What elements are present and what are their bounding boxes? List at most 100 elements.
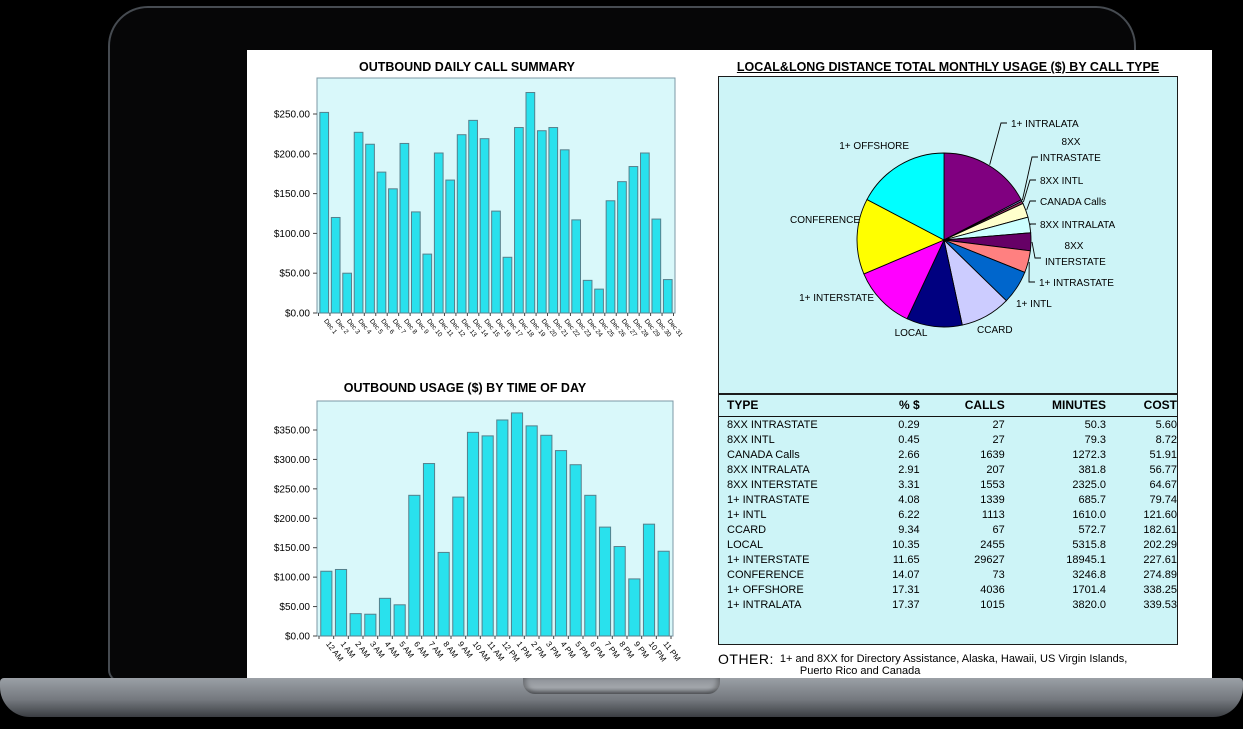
laptop-screen-bezel: OUTBOUND DAILY CALL SUMMARY $0.00 $50.00 $1… — [108, 6, 1212, 682]
bar — [456, 134, 467, 314]
y-axis-tick-label: $250.00 — [274, 484, 311, 495]
bar — [662, 279, 673, 314]
bar — [525, 92, 536, 314]
table-cell: 3246.8 — [1072, 568, 1107, 581]
y-axis-tick-label: $100.00 — [274, 229, 311, 240]
x-axis-tick-label: 2 PM — [529, 640, 548, 661]
table-cell: 2455 — [980, 538, 1005, 551]
table-cell: 17.31 — [892, 583, 920, 596]
bar — [422, 463, 436, 637]
y-axis-tick-label: $150.00 — [274, 189, 311, 200]
table-cell: CCARD — [727, 523, 767, 536]
bar — [408, 494, 421, 637]
bar — [491, 210, 501, 314]
table-row: 1+ INTRASTATE 4.08 1339 685.7 79.74 — [719, 492, 1177, 507]
table-cell: 27 — [992, 433, 1005, 446]
pie-label-leader-line — [1026, 200, 1036, 211]
table-cell: 18945.1 — [1066, 553, 1107, 566]
bar — [594, 288, 604, 314]
pie-slice-label: CANADA Calls — [1040, 197, 1106, 208]
y-axis-tick-label: $350.00 — [274, 425, 311, 436]
table-cell: 3.31 — [898, 478, 920, 491]
pie-slice-label: 1+ INTL — [1016, 299, 1052, 310]
x-axis-tick-label: 8 AM — [441, 640, 460, 660]
bar — [466, 431, 480, 637]
pie-slice — [863, 239, 945, 320]
table-cell: 1+ INTRASTATE — [727, 493, 810, 506]
bar — [378, 597, 392, 637]
table-cell: 2325.0 — [1072, 478, 1107, 491]
table-row: 8XX INTRASTATE 0.29 27 50.3 5.60 — [719, 417, 1177, 433]
table-row: 1+ INTL 6.22 1113 1610.0 121.60 — [719, 507, 1177, 522]
y-axis-tick-label: $50.00 — [279, 602, 310, 613]
table-cell: 4.08 — [898, 493, 920, 506]
laptop-base — [0, 678, 1243, 717]
table-row: LOCAL 10.35 2455 5315.8 202.29 — [719, 537, 1177, 552]
table-header-cell: MINUTES — [1004, 395, 1107, 417]
pie-label-leader-line — [1021, 156, 1038, 201]
table-cell: 1701.4 — [1072, 583, 1107, 596]
bar — [330, 216, 341, 314]
table-cell: 274.89 — [1143, 568, 1177, 581]
pie-slice-label: CONFERENCE — [790, 215, 860, 226]
bar — [510, 412, 524, 637]
table-row: 1+ INTRALATA 17.37 1015 3820.0 339.53 — [719, 597, 1177, 612]
bar — [393, 604, 406, 637]
bar — [617, 181, 627, 314]
dashboard-screen: OUTBOUND DAILY CALL SUMMARY $0.00 $50.00 $1… — [247, 50, 1212, 678]
pie-slice-label: CCARD — [977, 325, 1013, 336]
x-axis-tick-label: 7 AM — [427, 640, 446, 660]
x-axis-tick-label: 9 AM — [456, 640, 475, 660]
table-cell: 1553 — [980, 478, 1005, 491]
bar — [628, 166, 639, 314]
y-axis-tick-label: $0.00 — [285, 632, 310, 643]
table-cell: 1639 — [980, 448, 1005, 461]
table-cell: 1+ OFFSHORE — [727, 583, 804, 596]
laptop-lid-notch — [523, 678, 720, 694]
table-cell: 8XX INTRALATA — [727, 463, 810, 476]
table-cell: 5.60 — [1155, 418, 1177, 431]
table-cell: 1+ INTERSTATE — [727, 553, 810, 566]
pie-slice-label: 8XX — [1062, 137, 1081, 148]
table-cell: 338.25 — [1143, 583, 1177, 596]
bar — [514, 127, 524, 314]
table-row: 8XX INTERSTATE 3.31 1553 2325.0 64.67 — [719, 477, 1177, 492]
pie-slice-label: LOCAL — [895, 328, 928, 339]
table-header-cell: TYPE — [719, 395, 867, 417]
table-cell: 8XX INTL — [727, 433, 775, 446]
table-cell: 2.91 — [898, 463, 920, 476]
y-axis-tick-label: $0.00 — [285, 309, 310, 320]
table-cell: 685.7 — [1078, 493, 1107, 506]
table-cell: 64.67 — [1149, 478, 1177, 491]
table-cell: 1+ INTRALATA — [727, 598, 802, 611]
table-cell: 6.22 — [898, 508, 920, 521]
x-axis-tick-label: 4 PM — [559, 640, 578, 661]
x-axis-tick-label: 5 PM — [573, 640, 592, 661]
table-cell: 1+ INTL — [727, 508, 767, 521]
table-cell: 2.66 — [898, 448, 920, 461]
table-row: 1+ OFFSHORE 17.31 4036 1701.4 338.25 — [719, 582, 1177, 597]
pie-slice-label: INTRASTATE — [1040, 153, 1101, 164]
table-cell: 8.72 — [1155, 433, 1177, 446]
bar — [479, 138, 490, 314]
call-type-pie-chart: 1+ INTRALATA 8XX INTRASTATE 8XX INTL CANADA … — [790, 119, 1116, 339]
table-cell: 11.65 — [892, 553, 920, 566]
x-axis-tick-label: 8 PM — [617, 640, 636, 661]
other-note: OTHER: 1+ and 8XX for Directory Assistan… — [718, 651, 1198, 677]
table-cell: CONFERENCE — [727, 568, 805, 581]
bar — [376, 171, 387, 314]
bar — [525, 425, 538, 637]
bar — [364, 613, 377, 637]
y-axis-tick-label: $250.00 — [274, 110, 311, 121]
bar — [422, 253, 433, 314]
bar — [445, 179, 456, 314]
table-cell: 5315.8 — [1072, 538, 1107, 551]
pie-slice — [943, 152, 1022, 241]
pie-slice-label: 8XX INTRALATA — [1040, 220, 1116, 231]
table-cell: 56.77 — [1149, 463, 1177, 476]
table-cell: 4036 — [980, 583, 1005, 596]
pie-slice-label: 1+ INTRALATA — [1011, 119, 1079, 130]
bar — [334, 568, 348, 637]
table-cell: 572.7 — [1078, 523, 1107, 536]
pie-label-leader-line — [1028, 223, 1036, 226]
